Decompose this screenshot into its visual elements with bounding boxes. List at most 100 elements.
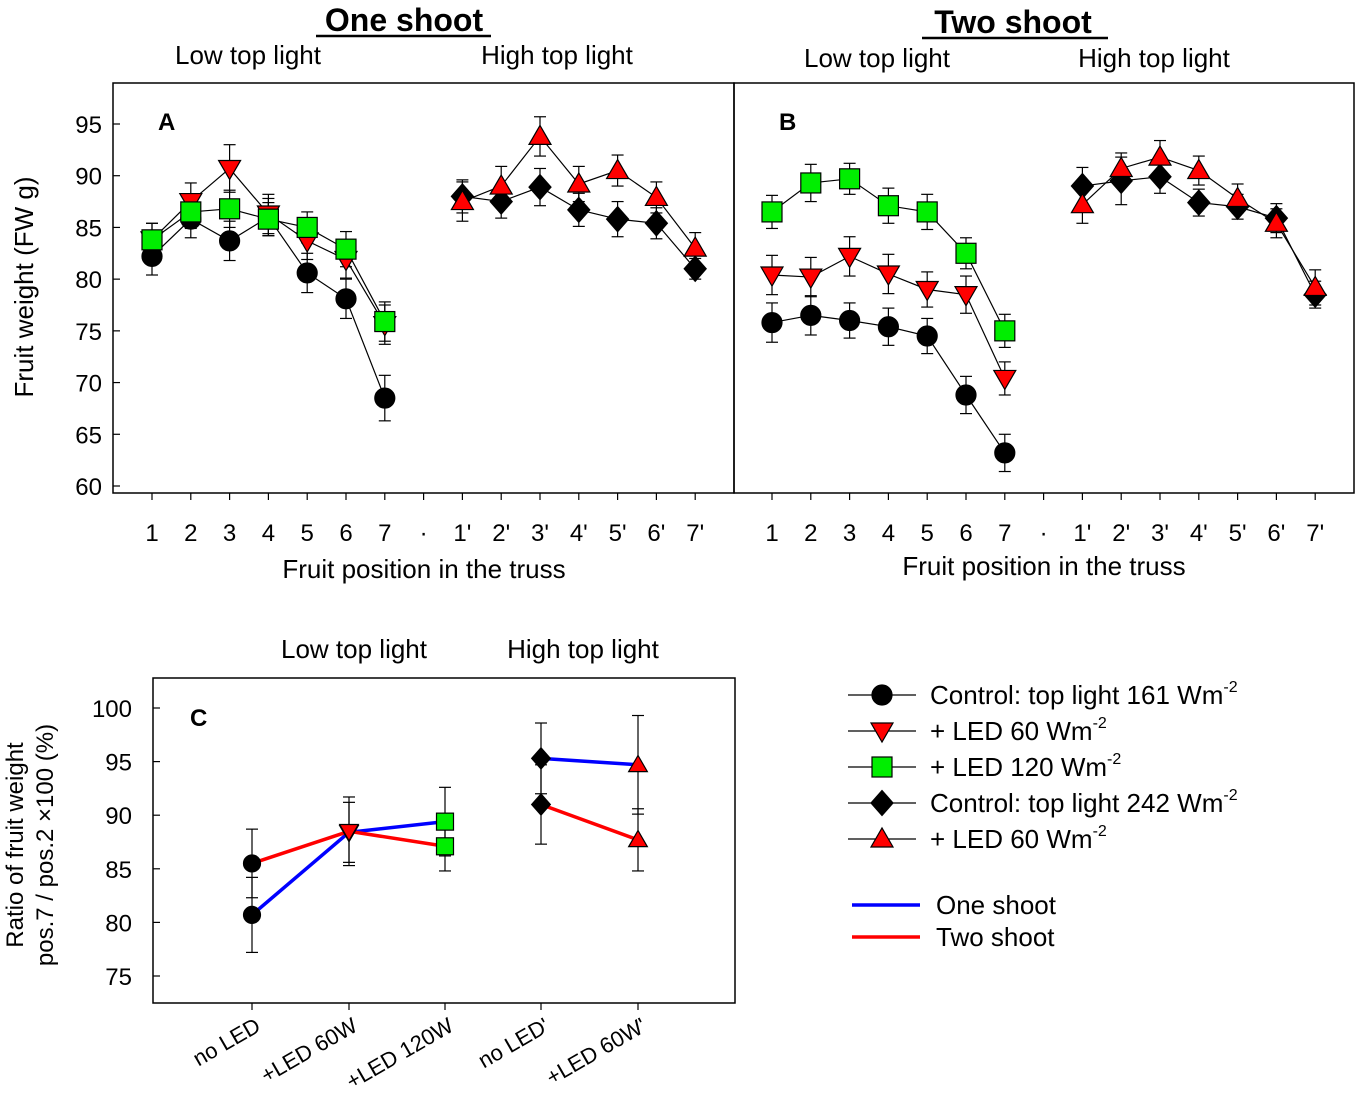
data-point-C-2-0 bbox=[530, 746, 552, 770]
data-point-B-4-4 bbox=[1225, 186, 1250, 208]
data-point-B-0-2 bbox=[838, 309, 861, 332]
panel-a-xlabel: Fruit position in the truss bbox=[282, 554, 565, 584]
data-point-B-1-2 bbox=[837, 247, 862, 269]
data-point-C-3-0 bbox=[530, 792, 552, 817]
label-c-low-top-light: Low top light bbox=[281, 634, 428, 664]
legend-label-3: Control: top light 242 Wm-2 bbox=[930, 787, 1238, 818]
panel-label-A: A bbox=[158, 109, 175, 136]
label-a-low-top-light: Low top light bbox=[175, 40, 322, 70]
header-one-shoot: One shoot bbox=[325, 2, 484, 38]
data-point-B-3-2 bbox=[1148, 163, 1172, 191]
data-point-C-0-2 bbox=[435, 812, 455, 831]
data-point-B-0-1 bbox=[800, 304, 822, 326]
xtick-label-B: 7' bbox=[1306, 520, 1324, 547]
xtick-label-B: 3 bbox=[843, 520, 856, 547]
ytick-label-C: 80 bbox=[105, 910, 132, 937]
data-point-B-0-0 bbox=[761, 311, 783, 334]
ytick-label-A: 75 bbox=[75, 319, 102, 346]
data-point-A-0-2 bbox=[219, 230, 241, 252]
xtick-label-A: 2' bbox=[492, 520, 510, 547]
data-point-A-3-5 bbox=[644, 209, 669, 237]
data-point-B-1-0 bbox=[759, 266, 785, 288]
data-point-A-4-2 bbox=[527, 124, 553, 146]
data-point-A-0-4 bbox=[296, 262, 318, 284]
xtick-label-B: 6' bbox=[1267, 520, 1285, 547]
xtick-label-B: 5 bbox=[921, 520, 934, 547]
data-point-B-1-1 bbox=[798, 268, 823, 290]
xtick-label-A: 7' bbox=[686, 520, 704, 547]
legend-marker-3 bbox=[870, 789, 894, 817]
data-point-B-1-3 bbox=[876, 265, 901, 287]
label-a-high-top-light: High top light bbox=[481, 40, 634, 70]
panel-a-ylabel: Fruit weight (FW g) bbox=[9, 176, 39, 397]
data-point-B-2-1 bbox=[800, 172, 822, 194]
data-point-B-4-1 bbox=[1109, 156, 1134, 178]
data-point-A-2-4 bbox=[296, 216, 318, 239]
legend-label-0: Control: top light 161 Wm-2 bbox=[930, 679, 1238, 710]
xtick-label-B: 3' bbox=[1151, 520, 1169, 547]
data-point-A-0-6 bbox=[374, 387, 396, 409]
panel-b-xlabel: Fruit position in the truss bbox=[902, 551, 1185, 581]
data-point-B-0-5 bbox=[955, 384, 977, 406]
data-point-A-4-6 bbox=[683, 235, 708, 257]
data-point-B-1-6 bbox=[992, 369, 1017, 391]
data-point-C-3-1 bbox=[627, 829, 649, 848]
legend-shoot-label-0: One shoot bbox=[936, 890, 1057, 920]
data-point-B-3-3 bbox=[1187, 189, 1211, 217]
data-point-A-4-1 bbox=[489, 173, 514, 195]
legend-label-sup-2: -2 bbox=[1107, 751, 1121, 768]
data-point-B-2-0 bbox=[761, 201, 783, 223]
data-point-B-4-6 bbox=[1303, 275, 1328, 297]
ytick-label-A: 90 bbox=[75, 164, 102, 191]
label-c-high-top-light: High top light bbox=[507, 634, 660, 664]
data-point-B-4-0 bbox=[1070, 192, 1095, 214]
panel-label-B: B bbox=[779, 109, 796, 136]
ytick-label-C: 85 bbox=[105, 857, 132, 884]
data-point-B-2-4 bbox=[916, 201, 938, 223]
xtick-label-C: +LED 60W' bbox=[542, 1013, 651, 1090]
ytick-label-A: 70 bbox=[75, 371, 102, 398]
legend-marker-2 bbox=[871, 756, 893, 778]
legend-label-sup-4: -2 bbox=[1093, 823, 1107, 840]
panel-c-ylabel-line1: Ratio of fruit weight bbox=[2, 742, 29, 948]
legend-label-1: + LED 60 Wm-2 bbox=[930, 715, 1107, 746]
xtick-label-C: +LED 120W bbox=[342, 1013, 458, 1094]
data-point-B-4-5 bbox=[1264, 211, 1289, 232]
data-point-C-1-1 bbox=[338, 823, 360, 842]
ytick-label-A: 65 bbox=[75, 422, 102, 449]
data-point-B-1-4 bbox=[915, 280, 940, 302]
data-point-A-3-1 bbox=[489, 188, 513, 215]
data-point-A-4-3 bbox=[566, 171, 591, 193]
xtick-label-A: 5' bbox=[609, 520, 627, 547]
data-point-A-1-2 bbox=[217, 159, 242, 181]
xtick-label-B: 5' bbox=[1229, 520, 1247, 547]
xtick-label-B: · bbox=[1040, 520, 1048, 547]
legend-shoot-label-1: Two shoot bbox=[936, 922, 1055, 952]
data-point-C-1-2 bbox=[435, 837, 455, 856]
series-line-C-3 bbox=[540, 802, 639, 842]
data-point-A-0-5 bbox=[335, 288, 357, 310]
data-point-C-0-0 bbox=[242, 905, 262, 924]
data-point-B-0-6 bbox=[994, 442, 1016, 464]
data-point-B-2-2 bbox=[838, 168, 861, 190]
data-point-A-2-6 bbox=[374, 310, 396, 333]
data-point-A-3-2 bbox=[528, 173, 552, 201]
legend-label-sup-3: -2 bbox=[1223, 787, 1237, 804]
xtick-label-A: 7 bbox=[378, 520, 391, 547]
xtick-label-C: no LED' bbox=[474, 1013, 554, 1073]
data-point-A-4-0 bbox=[450, 189, 475, 211]
xtick-label-B: 4 bbox=[882, 520, 895, 547]
xtick-label-A: 4' bbox=[570, 520, 588, 547]
xtick-label-A: 6 bbox=[339, 520, 352, 547]
xtick-label-A: 6' bbox=[647, 520, 665, 547]
ytick-label-A: 85 bbox=[75, 215, 102, 242]
legend-label-4: + LED 60 Wm-2 bbox=[930, 823, 1107, 854]
data-point-A-3-3 bbox=[567, 196, 591, 224]
data-point-A-2-1 bbox=[180, 201, 202, 223]
data-point-B-1-5 bbox=[953, 286, 979, 307]
legend-marker-0 bbox=[871, 684, 893, 706]
data-point-A-3-6 bbox=[683, 255, 707, 283]
xtick-label-B: 4' bbox=[1190, 520, 1208, 547]
